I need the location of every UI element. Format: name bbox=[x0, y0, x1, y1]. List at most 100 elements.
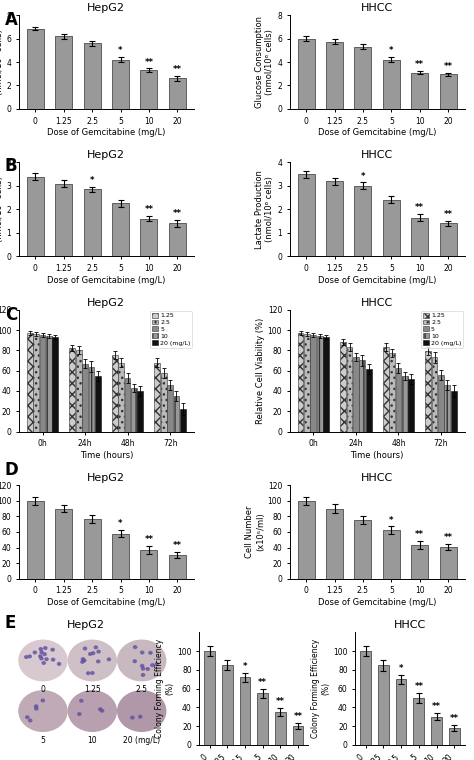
Text: **: ** bbox=[173, 209, 182, 218]
Bar bbox=[326, 181, 343, 256]
Bar bbox=[396, 679, 406, 745]
Text: **: ** bbox=[444, 211, 453, 219]
Bar bbox=[169, 556, 186, 579]
Bar bbox=[439, 546, 456, 579]
Bar bbox=[355, 186, 372, 256]
Circle shape bbox=[97, 660, 100, 663]
Text: *: * bbox=[399, 663, 403, 673]
Bar bbox=[55, 36, 73, 109]
Circle shape bbox=[131, 716, 134, 719]
X-axis label: Time (hours): Time (hours) bbox=[350, 451, 404, 460]
Text: 10: 10 bbox=[88, 736, 97, 745]
Circle shape bbox=[99, 708, 102, 711]
Bar bbox=[40, 335, 46, 432]
Bar bbox=[275, 712, 286, 745]
Bar bbox=[27, 333, 33, 432]
Bar bbox=[304, 334, 310, 432]
Circle shape bbox=[134, 646, 137, 648]
Circle shape bbox=[40, 651, 43, 654]
Text: **: ** bbox=[415, 60, 424, 69]
Bar bbox=[310, 335, 316, 432]
Circle shape bbox=[149, 651, 152, 654]
Y-axis label: Cell Number
(x10⁵/ml): Cell Number (x10⁵/ml) bbox=[246, 505, 265, 558]
Title: HHCC: HHCC bbox=[361, 150, 393, 160]
Text: **: ** bbox=[444, 62, 453, 71]
Text: **: ** bbox=[444, 533, 453, 542]
Bar bbox=[355, 521, 372, 579]
Bar bbox=[140, 70, 157, 109]
Text: C: C bbox=[5, 306, 17, 324]
Circle shape bbox=[57, 663, 61, 665]
X-axis label: Dose of Gemcitabine (mg/L): Dose of Gemcitabine (mg/L) bbox=[318, 276, 437, 284]
Text: *: * bbox=[243, 662, 247, 671]
Bar bbox=[33, 334, 39, 432]
Bar bbox=[359, 360, 365, 432]
Title: HHCC: HHCC bbox=[361, 3, 393, 13]
Bar bbox=[355, 47, 372, 109]
Text: 0: 0 bbox=[41, 686, 46, 694]
Text: 2.5: 2.5 bbox=[136, 686, 148, 694]
Y-axis label: Lactate Production
(nmol/10⁶ cells): Lactate Production (nmol/10⁶ cells) bbox=[0, 170, 4, 249]
Circle shape bbox=[43, 653, 46, 656]
Text: *: * bbox=[389, 46, 393, 55]
Title: HHCC: HHCC bbox=[394, 620, 426, 630]
Text: *: * bbox=[118, 46, 123, 55]
Text: *: * bbox=[389, 515, 393, 524]
Bar bbox=[411, 73, 428, 109]
Text: 5: 5 bbox=[41, 736, 46, 745]
Bar bbox=[383, 530, 400, 579]
Circle shape bbox=[68, 640, 116, 681]
Circle shape bbox=[100, 709, 104, 712]
Bar bbox=[167, 385, 173, 432]
Text: *: * bbox=[118, 519, 123, 527]
Text: **: ** bbox=[450, 714, 459, 724]
Bar bbox=[431, 717, 442, 745]
Circle shape bbox=[81, 660, 84, 663]
Bar bbox=[439, 74, 456, 109]
Bar bbox=[451, 391, 456, 432]
Bar bbox=[55, 184, 73, 256]
Y-axis label: Glucose Consumption
(nmol/10⁶ cells): Glucose Consumption (nmol/10⁶ cells) bbox=[0, 16, 4, 108]
Bar bbox=[389, 353, 395, 432]
Circle shape bbox=[51, 648, 54, 651]
Bar bbox=[83, 518, 100, 579]
Bar bbox=[360, 651, 371, 745]
Bar bbox=[112, 60, 129, 109]
Circle shape bbox=[141, 664, 144, 667]
Title: HepG2: HepG2 bbox=[67, 620, 105, 630]
Bar bbox=[425, 351, 431, 432]
Text: D: D bbox=[5, 461, 18, 480]
Bar bbox=[131, 388, 137, 432]
Text: **: ** bbox=[145, 205, 154, 214]
Bar bbox=[340, 342, 346, 432]
Circle shape bbox=[141, 667, 145, 670]
Circle shape bbox=[40, 657, 43, 660]
Circle shape bbox=[45, 658, 48, 660]
Circle shape bbox=[89, 653, 92, 655]
Bar bbox=[118, 363, 124, 432]
Bar bbox=[89, 366, 94, 432]
Bar bbox=[411, 217, 428, 256]
Circle shape bbox=[82, 657, 84, 660]
Y-axis label: Relative Cell Viability (%): Relative Cell Viability (%) bbox=[256, 318, 265, 424]
Legend: 1.25, 2.5, 5, 10, 20 (mg/L): 1.25, 2.5, 5, 10, 20 (mg/L) bbox=[421, 311, 463, 347]
Legend: 1.25, 2.5, 5, 10, 20 (mg/L): 1.25, 2.5, 5, 10, 20 (mg/L) bbox=[150, 311, 192, 347]
Y-axis label: Glucose Consumption
(nmol/10⁶ cells): Glucose Consumption (nmol/10⁶ cells) bbox=[255, 16, 274, 108]
Circle shape bbox=[83, 648, 87, 650]
Bar bbox=[161, 372, 166, 432]
X-axis label: Dose of Gemcitabine (mg/L): Dose of Gemcitabine (mg/L) bbox=[47, 128, 165, 138]
Circle shape bbox=[91, 652, 95, 654]
Title: HepG2: HepG2 bbox=[87, 298, 125, 308]
Bar bbox=[323, 337, 329, 432]
Circle shape bbox=[141, 673, 145, 676]
X-axis label: Dose of Gemcitabine (mg/L): Dose of Gemcitabine (mg/L) bbox=[47, 276, 165, 284]
Text: B: B bbox=[5, 157, 18, 176]
Bar bbox=[413, 698, 424, 745]
Text: **: ** bbox=[173, 65, 182, 74]
Bar bbox=[257, 693, 268, 745]
Circle shape bbox=[19, 691, 67, 731]
X-axis label: Dose of Gemcitabine (mg/L): Dose of Gemcitabine (mg/L) bbox=[318, 598, 437, 607]
Bar bbox=[383, 347, 389, 432]
Circle shape bbox=[82, 659, 86, 662]
Y-axis label: Lactate Production
(nmol/10⁶ cells): Lactate Production (nmol/10⁶ cells) bbox=[255, 170, 274, 249]
